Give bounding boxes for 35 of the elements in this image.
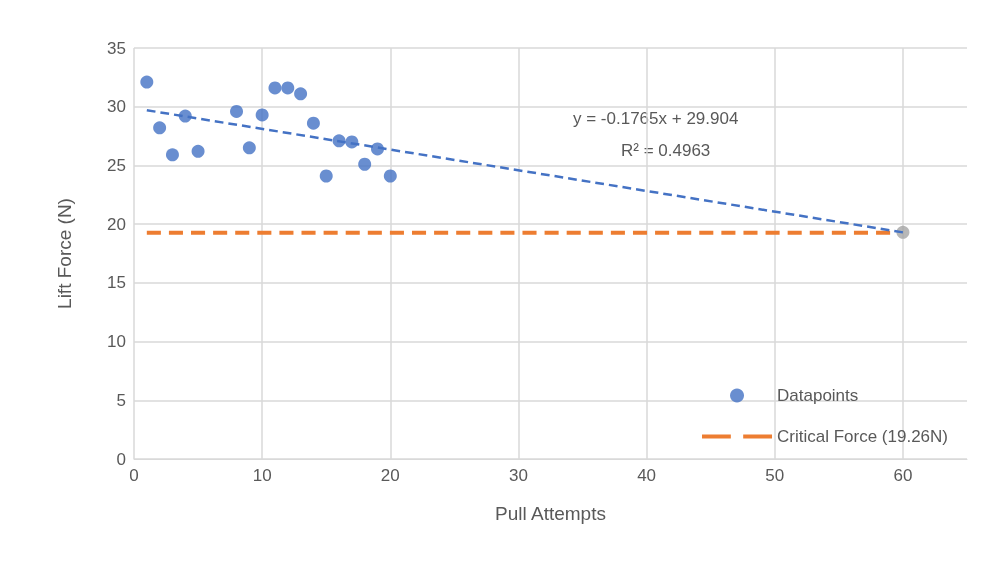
y-tick-label: 30 [107, 97, 126, 117]
point [268, 81, 282, 95]
y-tick-label: 10 [107, 332, 126, 352]
y-tick-label: 35 [107, 38, 126, 58]
x-tick-label: 10 [252, 466, 272, 485]
point [165, 148, 179, 162]
point [255, 108, 269, 122]
y-tick-label: 20 [107, 214, 126, 234]
annotation: y = -0.1765x + 29.904 [573, 109, 739, 128]
point [306, 116, 320, 130]
point [358, 157, 372, 171]
x-tick-label: 40 [637, 466, 657, 485]
legend-label: Datapoints [777, 386, 859, 405]
annotation: R² = 0.4963 [621, 141, 711, 160]
y-tick-label: 0 [116, 449, 126, 469]
x-tick-label: 30 [509, 466, 528, 485]
x-tick-label: 60 [893, 466, 913, 485]
point [191, 144, 205, 158]
legend-label: Critical Force (19.26N) [777, 427, 949, 446]
point [140, 75, 154, 89]
x-tick-label: 50 [765, 466, 785, 485]
point [294, 87, 308, 101]
y-tick-label: 5 [116, 390, 126, 410]
point [153, 121, 167, 135]
point [230, 104, 244, 118]
x-tick-label: 0 [129, 466, 139, 485]
point [281, 81, 295, 95]
y-axis-title: Lift Force (N) [54, 198, 75, 309]
x-tick-label: 20 [380, 466, 400, 485]
point [383, 169, 397, 183]
point [242, 141, 256, 155]
y-tick-label: 15 [107, 273, 126, 293]
point [319, 169, 333, 183]
x-axis-title: Pull Attempts [495, 503, 606, 524]
y-tick-label: 25 [107, 155, 126, 175]
